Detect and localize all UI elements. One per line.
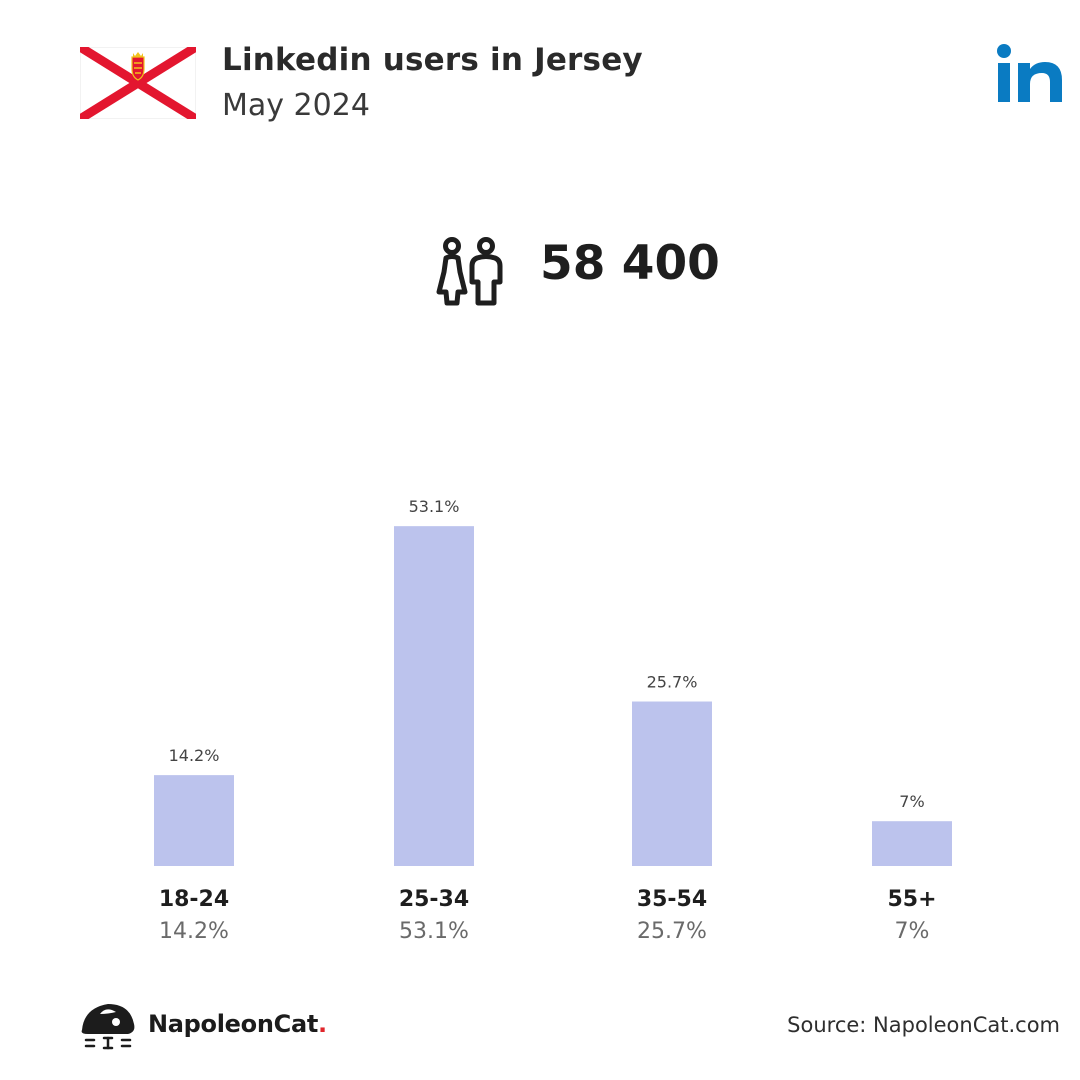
category-percent: 7%: [895, 919, 930, 944]
users-icon: [436, 237, 503, 306]
napoleoncat-brand: NapoleonCat.: [148, 1010, 327, 1038]
linkedin-logo-icon: [997, 44, 1062, 102]
bar-value-label: 14.2%: [169, 746, 220, 765]
napoleoncat-logo-icon: [81, 1004, 135, 1050]
brand-name: NapoleonCat: [148, 1010, 319, 1038]
source-text: Source: NapoleonCat.com: [787, 1013, 1060, 1037]
bar-value-label: 25.7%: [647, 673, 698, 692]
category-percent: 53.1%: [399, 919, 469, 944]
bar-35-54: [632, 701, 712, 866]
bar-18-24: [154, 775, 234, 866]
category-label: 18-24: [159, 887, 229, 912]
chart-subtitle: May 2024: [222, 88, 370, 123]
category-label: 55+: [887, 887, 936, 912]
category-label: 35-54: [637, 887, 707, 912]
category-label: 25-34: [399, 887, 469, 912]
jersey-flag-icon: [80, 47, 196, 119]
brand-dot: .: [318, 1010, 327, 1038]
bar-55+: [872, 821, 952, 866]
total-users-value: 58 400: [540, 236, 720, 291]
chart-title: Linkedin users in Jersey: [222, 42, 643, 78]
bar-value-label: 7%: [899, 792, 924, 811]
category-percent: 25.7%: [637, 919, 707, 944]
category-percent: 14.2%: [159, 919, 229, 944]
bar-value-label: 53.1%: [409, 497, 460, 516]
age-bar-chart: 14.2% 18-24 14.2% 53.1% 25-34 53.1% 25.7% 35-54…: [154, 497, 952, 944]
bar-25-34: [394, 526, 474, 866]
